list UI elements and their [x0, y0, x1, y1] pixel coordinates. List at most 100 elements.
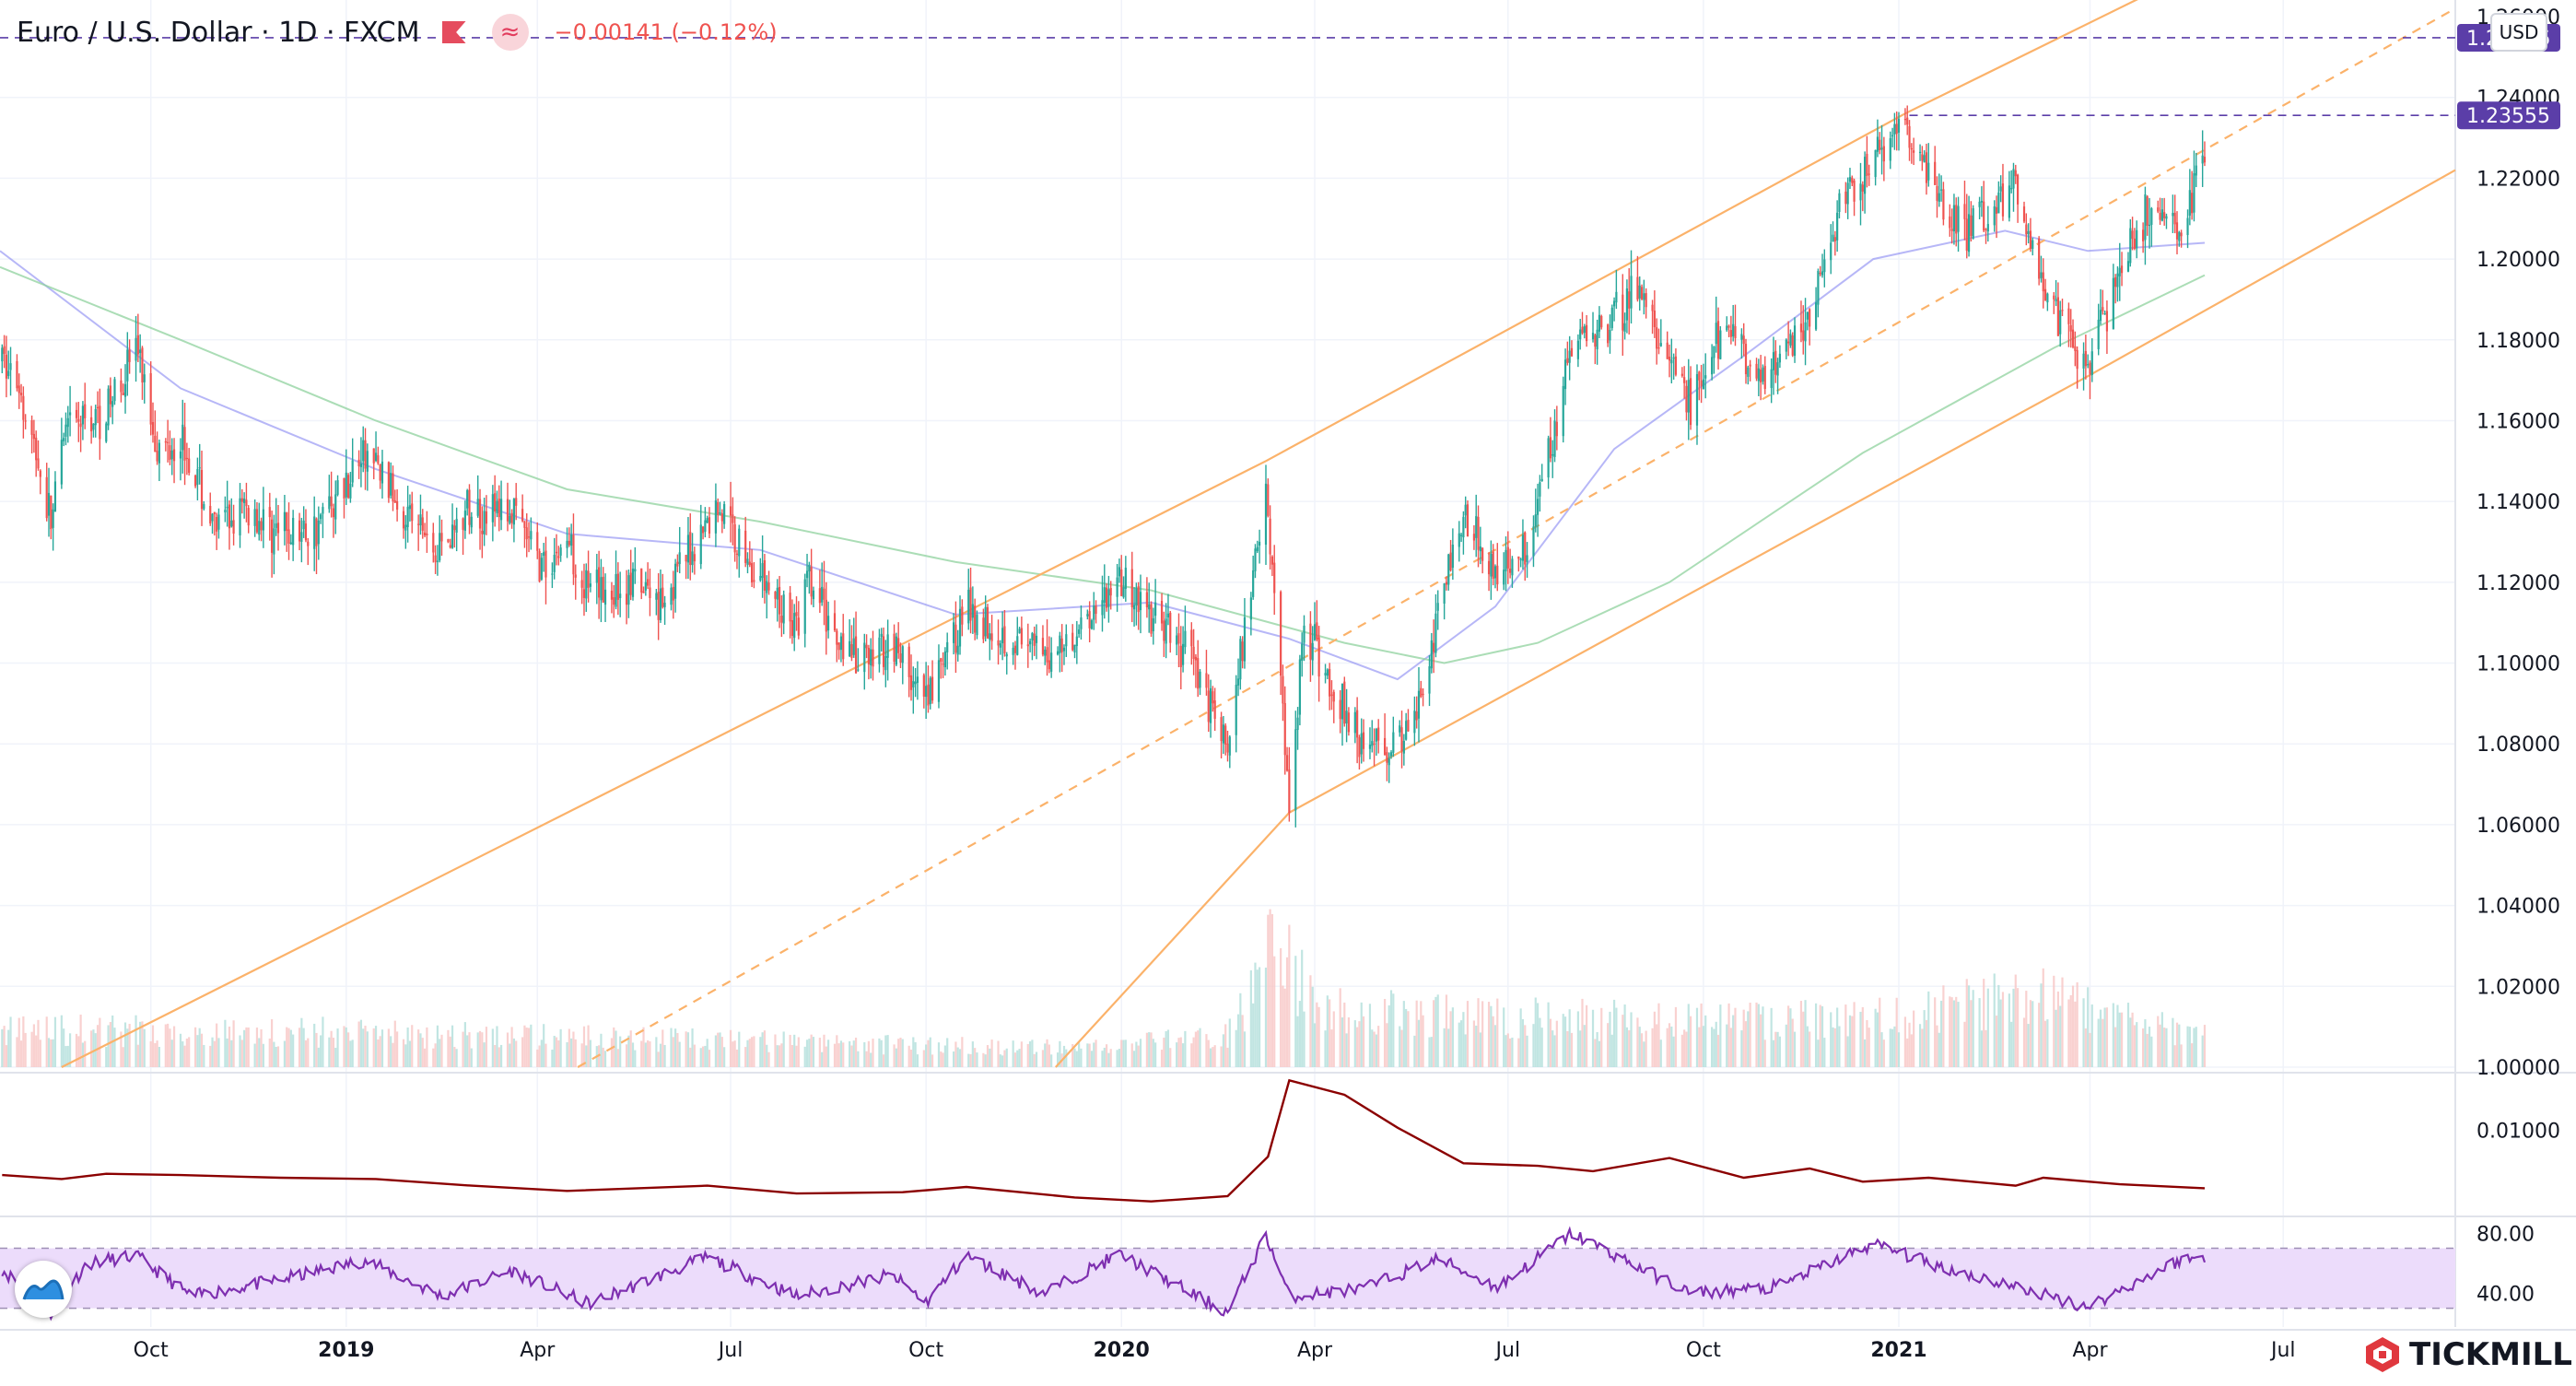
candle-body [209, 506, 212, 523]
candle-body [1105, 587, 1108, 608]
candle-body [1942, 189, 1945, 220]
interval-label[interactable]: 1D [278, 16, 318, 49]
candle-body [1628, 291, 1631, 309]
volume-bar [882, 1054, 885, 1067]
candle-body [767, 582, 770, 591]
candle-body [2146, 196, 2149, 226]
volume-bar [1651, 1028, 1654, 1067]
tradingview-logo-icon[interactable] [15, 1261, 72, 1318]
volume-bar [1952, 1000, 1956, 1067]
volume-bar [2148, 1027, 2151, 1067]
volume-bar [1967, 985, 1971, 1067]
approx-icon[interactable]: ≈ [491, 14, 529, 51]
volume-bar [243, 1029, 246, 1067]
candle-body [262, 509, 264, 531]
volume-bar [216, 1023, 218, 1067]
candle-body [1562, 385, 1564, 437]
candle-body [610, 591, 614, 600]
candle-body [574, 574, 577, 578]
volume-bar [1405, 1008, 1408, 1067]
volume-bar [211, 1037, 214, 1067]
candle-body [1799, 323, 1803, 333]
candle-body [738, 528, 741, 557]
volume-bar [634, 1050, 637, 1067]
currency-button[interactable]: USD [2490, 13, 2547, 52]
volume-bar [9, 1016, 12, 1067]
candle-body [1020, 628, 1023, 645]
candle-body [676, 561, 679, 567]
candle-body [1445, 581, 1448, 585]
candle-body [404, 524, 407, 531]
volume-bar [1353, 1020, 1356, 1067]
volume-bar [255, 1028, 259, 1067]
volume-bar [1963, 1021, 1966, 1067]
volume-bar [362, 1028, 365, 1067]
volume-bar [1445, 994, 1448, 1067]
candle-body [956, 645, 959, 655]
volume-bar [530, 1024, 533, 1067]
candle-body [1001, 628, 1004, 643]
candle-body [1832, 234, 1834, 242]
volume-bar [1623, 1004, 1626, 1067]
volume-bar [1674, 1006, 1678, 1067]
volume-bar [1288, 924, 1291, 1067]
candle-body [1093, 605, 1095, 620]
flag-icon[interactable] [441, 21, 466, 43]
volume-bar [1075, 1051, 1078, 1067]
candle-body [260, 521, 263, 531]
volume-bar [1093, 1042, 1095, 1067]
candle-body [927, 684, 930, 706]
candle-body [544, 550, 547, 578]
volume-bar [1832, 1027, 1834, 1067]
candle-body [634, 569, 637, 572]
candle-body [1150, 604, 1153, 634]
candle-body [1243, 617, 1247, 662]
volume-bar [826, 1040, 830, 1067]
volume-bar [1166, 1029, 1170, 1067]
candle-body [1657, 347, 1660, 349]
volume-bar [1889, 1028, 1891, 1067]
volume-bar [580, 1043, 583, 1067]
volume-bar [377, 1039, 380, 1067]
candle-body [1458, 533, 1460, 547]
symbol-header[interactable]: Euro / U.S. Dollar · 1D · FXCM ≈ −0.0014… [17, 9, 778, 55]
candle-body [53, 481, 57, 512]
volume-bar [2089, 1032, 2091, 1067]
volume-bar [2076, 981, 2078, 1067]
candle-body [167, 441, 170, 443]
candle-body [1256, 546, 1259, 552]
symbol-title[interactable]: Euro / U.S. Dollar [17, 16, 252, 49]
volume-bar [1163, 1037, 1165, 1067]
candle-body [627, 575, 630, 605]
candle-body [1301, 643, 1304, 661]
volume-bar [1505, 1035, 1507, 1067]
candle-body [1511, 558, 1514, 576]
volume-bar [75, 1033, 78, 1067]
volume-bar [857, 1051, 860, 1067]
volume-bar [976, 1052, 978, 1067]
candle-body [1330, 694, 1333, 696]
volume-bar [136, 1044, 139, 1067]
volume-bar [582, 1026, 586, 1067]
candle-body [595, 570, 598, 583]
candle-body [1472, 534, 1476, 541]
volume-bar [1547, 1002, 1550, 1067]
header-separator: · [317, 16, 345, 49]
candle-body [582, 589, 586, 598]
candle-body [1910, 147, 1913, 150]
candle-body [185, 457, 188, 460]
candle-body [1309, 623, 1312, 660]
volume-bar [2114, 1027, 2117, 1067]
volume-bar [631, 1042, 635, 1067]
volume-bar [774, 1034, 777, 1067]
candle-body [1273, 562, 1276, 593]
volume-bar [1341, 1017, 1344, 1067]
candle-body [52, 509, 54, 528]
candle-body [753, 580, 755, 582]
volume-bar [304, 1040, 308, 1067]
candlestick-layer[interactable] [1, 105, 2207, 828]
candle-body [463, 511, 466, 531]
candle-body [1267, 484, 1270, 516]
